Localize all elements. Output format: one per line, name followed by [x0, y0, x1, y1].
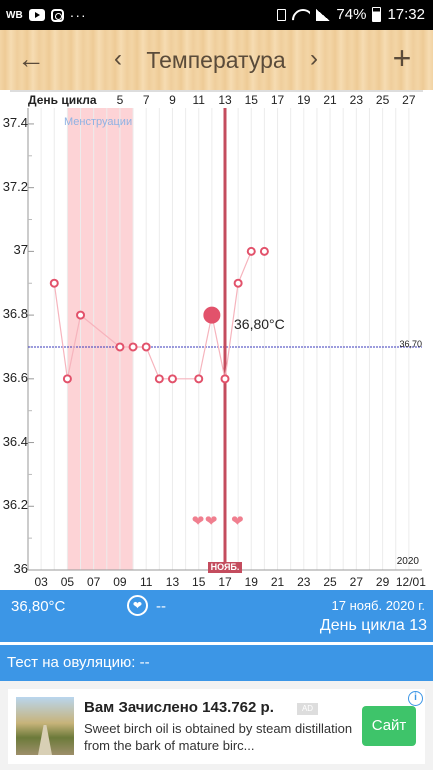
instagram-icon [50, 8, 64, 22]
temperature-point [49, 278, 59, 288]
year-label: 2020 [396, 556, 419, 567]
heart-icon: ❤ [191, 513, 205, 530]
cycle-day-tick: 25 [375, 93, 390, 107]
ad-title[interactable]: Вам Зачислено 143.762 р. [84, 699, 274, 716]
ad-banner: Вам Зачислено 143.762 р. AD Sweet birch … [0, 681, 433, 770]
date-tick: 03 [34, 575, 48, 589]
divider [0, 642, 433, 645]
ovulation-test-bar[interactable]: Тест на овуляцию: -- [0, 645, 433, 681]
temperature-point [62, 374, 72, 384]
y-tick-label: 37.4 [2, 114, 28, 130]
date-tick: 11 [139, 575, 153, 589]
page-title: Температура [146, 47, 286, 73]
cycle-day-tick: 15 [244, 93, 258, 107]
date-tick: 12/01 [395, 575, 426, 589]
lock-icon [277, 8, 287, 21]
status-bar: WB ··· 74% 17:32 [0, 0, 433, 30]
date-tick: 19 [244, 575, 258, 589]
clock: 17:32 [387, 6, 425, 23]
date-tick: 29 [375, 575, 390, 589]
app-header: ← ‹ Температура › + [0, 30, 433, 90]
temperature-point [194, 374, 204, 384]
wifi-icon [292, 9, 310, 21]
chart-canvas [10, 90, 423, 571]
temperature-point [128, 342, 138, 352]
date-tick: 25 [323, 575, 337, 589]
temperature-point [220, 374, 230, 384]
ad-info-icon[interactable]: i [408, 691, 423, 706]
selected-point [203, 306, 221, 324]
month-badge: НОЯБ. [208, 562, 242, 573]
more-notifications-icon: ··· [69, 7, 87, 23]
ad-image[interactable] [16, 697, 74, 755]
coverline-label: 36,70 [399, 339, 422, 349]
cycle-day-tick: 21 [323, 93, 337, 107]
cycle-day-tick: 11 [192, 93, 205, 107]
cycle-day-tick: 7 [142, 93, 150, 107]
date-tick: 27 [349, 575, 363, 589]
menstruation-label: Менструации [64, 116, 133, 128]
youtube-icon [28, 9, 45, 21]
date-tick: 09 [113, 575, 127, 589]
selected-temperature-label: 36,80°C [234, 316, 285, 332]
cycle-day-tick: 17 [270, 93, 285, 107]
intercourse-value: -- [156, 598, 166, 615]
date-tick: 17 [218, 575, 232, 589]
temperature-point [233, 278, 243, 288]
temperature-point [141, 342, 151, 352]
ad-site-button[interactable]: Сайт [362, 706, 416, 746]
cycle-day-tick: 5 [116, 93, 124, 107]
ovulation-test-label: Тест на овуляцию: -- [7, 654, 150, 671]
date-tick: 15 [192, 575, 206, 589]
menstruation-band [67, 108, 134, 570]
date-tick: 13 [165, 575, 180, 589]
cycle-day-tick: 23 [349, 93, 363, 107]
temperature-point [154, 374, 164, 384]
y-tick-label: 36.6 [2, 369, 28, 385]
y-tick-label: 36.2 [2, 497, 28, 513]
prev-chevron-icon[interactable]: ‹ [114, 45, 122, 72]
battery-icon [372, 7, 382, 22]
y-tick-label: 37 [13, 242, 28, 258]
temperature-point [115, 342, 125, 352]
temperature-point [76, 310, 86, 320]
add-plus-icon[interactable]: + [392, 40, 412, 76]
heart-icon[interactable]: ❤ [127, 595, 148, 616]
day-temperature: 36,80°C [11, 598, 66, 615]
day-date: 17 нояб. 2020 г. [331, 598, 426, 613]
battery-percent: 74% [336, 6, 367, 23]
date-tick: 23 [297, 575, 311, 589]
carrier-label: WB [6, 9, 23, 21]
heart-icon: ❤ [231, 513, 244, 530]
cycle-day-tick: 27 [402, 93, 416, 107]
cycle-day-tick: 9 [169, 93, 176, 107]
status-left: WB ··· [6, 7, 87, 23]
day-info-bar[interactable]: 36,80°C ❤ -- 17 нояб. 2020 г. День цикла… [0, 590, 433, 642]
heart-icon: ❤ [204, 513, 218, 530]
temperature-chart[interactable]: День цикла 5 7 9 11 13 15 17 19 21 23 25 27 03 05 07 0… [0, 90, 433, 590]
back-arrow-icon[interactable]: ← [17, 43, 45, 74]
ad-text[interactable]: Sweet birch oil is obtained by steam dis… [84, 721, 353, 753]
ad-badge: AD [297, 703, 318, 715]
next-chevron-icon[interactable]: › [310, 45, 318, 72]
temperature-point-extra [259, 246, 269, 256]
y-tick-label: 36.4 [2, 433, 28, 449]
temperature-point [246, 246, 256, 256]
y-tick-label: 36 [13, 561, 28, 576]
date-tick: 07 [86, 575, 101, 589]
temperature-point [167, 374, 177, 384]
cycle-day-axis-label: День цикла [28, 93, 97, 107]
ad-card[interactable]: Вам Зачислено 143.762 р. AD Sweet birch … [8, 689, 425, 764]
cycle-day-tick: 19 [297, 93, 311, 107]
y-tick-label: 36.8 [2, 306, 28, 322]
signal-icon [316, 8, 331, 21]
cycle-day-tick: 13 [218, 93, 232, 107]
cycle-day-value: День цикла 13 [319, 617, 427, 634]
date-tick: 21 [270, 575, 285, 589]
date-tick: 05 [60, 575, 75, 589]
status-right: 74% 17:32 [277, 6, 425, 23]
y-tick-label: 37.2 [2, 178, 28, 194]
